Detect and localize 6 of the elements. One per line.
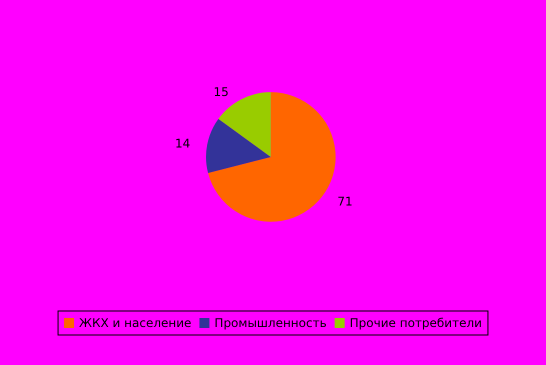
legend-label: Прочие потребители: [350, 316, 482, 330]
data-label: 71: [337, 194, 353, 209]
legend-label: ЖКХ и население: [79, 316, 192, 330]
data-label: 15: [213, 85, 229, 100]
data-label: 14: [175, 136, 190, 150]
legend-label: Промышленность: [214, 316, 327, 330]
